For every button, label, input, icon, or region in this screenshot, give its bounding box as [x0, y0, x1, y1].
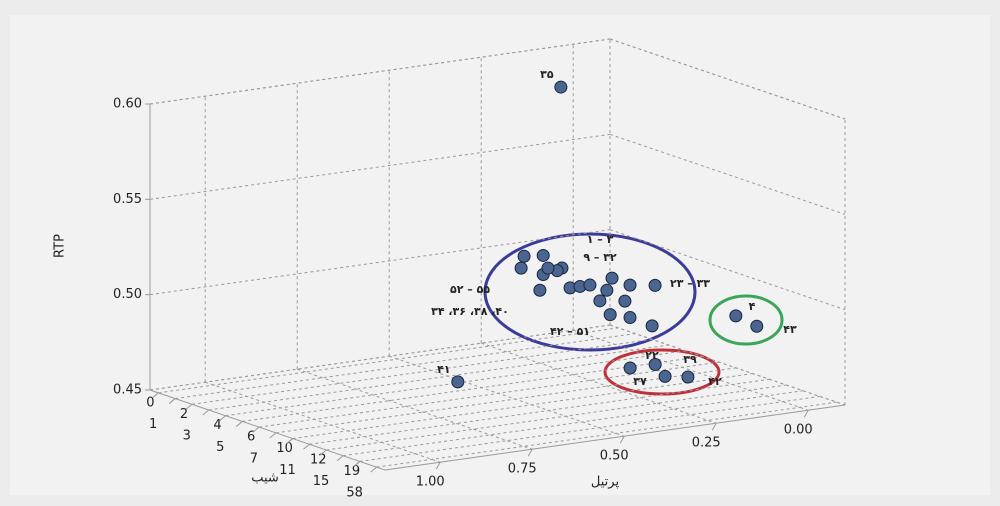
z-tick-label: 19 — [344, 464, 361, 479]
chart: RTP پرتیل شیب 0.45 0.50 0.55 0.60 1.00 0.75 0.… — [0, 0, 1000, 506]
point — [606, 272, 618, 284]
y-tick-label: 0.55 — [113, 192, 142, 207]
point — [624, 279, 636, 291]
point — [751, 320, 763, 332]
point — [594, 295, 606, 307]
point — [624, 312, 636, 324]
point-label: ۴۱ — [437, 363, 450, 376]
annotation: ۹ – ۳۲ — [583, 251, 617, 264]
point — [584, 279, 596, 291]
annotation: ۱ – ۳ — [587, 233, 614, 246]
annotation: ۴۳ — [783, 323, 797, 336]
annotation: ۲۳ – ۳۳ — [670, 277, 710, 290]
point — [604, 309, 616, 321]
annotation: ۵۲ – ۵۵ — [450, 283, 490, 296]
point — [452, 376, 464, 388]
point — [534, 284, 546, 296]
annotation: ۴ — [749, 300, 756, 313]
z-tick-label: 1 — [149, 417, 157, 432]
z-tick-label: 12 — [310, 453, 327, 468]
point — [555, 81, 567, 93]
z-tick-label: 7 — [250, 451, 258, 466]
z-axis-title: شیب — [251, 471, 279, 486]
annotation: ۲۲ — [645, 349, 659, 362]
point — [682, 371, 694, 383]
annotation: ۳۴ ،۳۶ ،۳۸ ،۴۰ — [431, 305, 509, 318]
point — [619, 295, 631, 307]
x-tick-label: 0.50 — [600, 449, 629, 464]
x-axis-title: پرتیل — [591, 475, 620, 490]
point-label: ۳۵ — [540, 68, 554, 81]
z-tick-label: 5 — [216, 440, 224, 455]
point — [537, 249, 549, 261]
z-tick-label: 11 — [279, 463, 296, 478]
y-tick-label: 0.45 — [113, 383, 142, 398]
z-tick-label: 3 — [183, 429, 191, 444]
z-tick-label: 15 — [313, 474, 330, 489]
x-tick-label: 0.00 — [784, 423, 813, 438]
point — [601, 284, 613, 296]
z-tick-label: 58 — [346, 486, 363, 501]
point — [730, 310, 742, 322]
point — [542, 262, 554, 274]
y-tick-label: 0.50 — [113, 287, 142, 302]
z-tick-label: 10 — [276, 441, 293, 456]
x-tick-label: 0.75 — [508, 462, 537, 477]
point — [624, 362, 636, 374]
annotation: ۴۲ – ۵۱ — [550, 325, 590, 338]
point — [649, 279, 661, 291]
page: RTP پرتیل شیب 0.45 0.50 0.55 0.60 1.00 0.75 0.… — [0, 0, 1000, 506]
point — [518, 250, 530, 262]
y-tick-label: 0.60 — [113, 97, 142, 112]
point — [515, 262, 527, 274]
annotation: ۳۹ — [683, 353, 697, 366]
point — [646, 320, 658, 332]
x-tick-label: 0.25 — [692, 436, 721, 451]
x-tick-label: 1.00 — [416, 475, 445, 490]
y-axis-title: RTP — [53, 234, 68, 258]
point — [659, 370, 671, 382]
annotation: ۳۷ — [633, 375, 647, 388]
annotation: ۴۲ — [708, 375, 722, 388]
